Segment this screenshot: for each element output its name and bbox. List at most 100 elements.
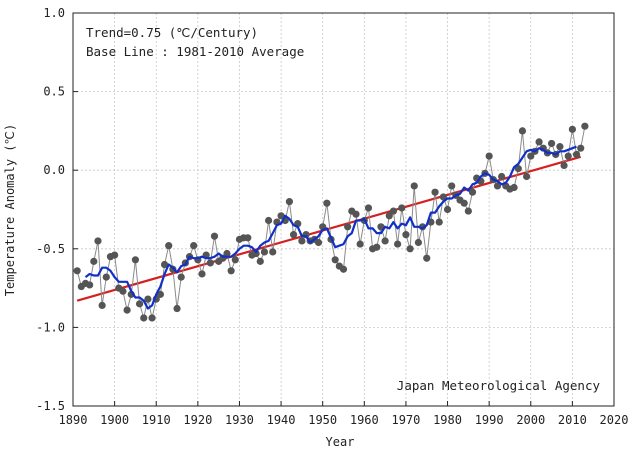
plot-frame [72, 12, 615, 407]
annual-point [344, 223, 352, 231]
annual-point [398, 204, 406, 212]
annual-point [244, 234, 252, 242]
annual-point [547, 139, 556, 148]
annual-point [572, 150, 581, 159]
annual-point [564, 152, 572, 160]
annual-point [493, 182, 502, 190]
annual-point [356, 240, 364, 248]
annual-point [423, 254, 431, 262]
annual-point [323, 199, 331, 207]
annual-point [560, 161, 568, 170]
annual-point [485, 152, 493, 160]
annual-point [177, 273, 185, 281]
annual-point [102, 273, 110, 281]
y-tick-label: -1.0 [36, 320, 65, 334]
annual-point [431, 188, 439, 196]
x-tick-label: 1990 [475, 413, 504, 427]
annual-point [352, 210, 360, 218]
x-axis-title: Year [326, 435, 355, 449]
trend-annotation: Trend=0.75 (℃/Century) [86, 25, 258, 40]
x-tick-label: 1920 [183, 413, 212, 427]
annual-point [402, 231, 410, 239]
annual-point [252, 249, 260, 258]
y-tick-label: -1.5 [36, 399, 65, 413]
baseline-annotation: Base Line : 1981-2010 Average [86, 44, 304, 59]
x-tick-label: 1930 [225, 413, 254, 427]
x-tick-label: 1900 [100, 413, 129, 427]
annual-point [111, 251, 119, 259]
annual-point [227, 267, 235, 275]
annual-point [90, 257, 98, 265]
x-tick-label: 1940 [267, 413, 296, 427]
annual-point [514, 165, 522, 173]
annual-point [135, 300, 144, 308]
annual-point [165, 242, 173, 250]
y-tick-label: 1.0 [43, 6, 65, 20]
annual-point [156, 290, 164, 298]
annual-point [535, 138, 543, 146]
annual-point [510, 183, 518, 192]
x-tick-label: 1910 [142, 413, 171, 427]
annual-point [414, 238, 423, 247]
annual-point [448, 182, 456, 190]
annual-point [73, 267, 81, 275]
annual-point [148, 314, 156, 322]
annual-point [314, 238, 323, 247]
trend-line [76, 155, 582, 302]
annual-point [210, 232, 219, 240]
annual-point [568, 125, 576, 133]
annual-point [523, 172, 531, 181]
annual-point [381, 237, 389, 245]
annual-point [131, 256, 140, 264]
y-axis-title: Temperature Anomaly (℃) [3, 124, 17, 296]
annual-point [160, 260, 169, 269]
annual-point [331, 256, 339, 264]
annual-point [435, 218, 443, 226]
y-tick-label: -0.5 [36, 242, 65, 256]
annual-point [577, 144, 585, 152]
x-tick-label: 1890 [59, 413, 88, 427]
annual-point [464, 207, 472, 215]
annual-point [173, 304, 181, 313]
annual-point [98, 301, 106, 309]
annual-point [231, 256, 239, 264]
annual-point [206, 259, 214, 267]
smoothed-line [84, 145, 577, 310]
source-annotation: Japan Meteorological Agency [397, 378, 601, 393]
annual-point [364, 204, 373, 212]
smoothed-series [84, 145, 577, 310]
annual-point [373, 243, 381, 251]
annual-point [140, 314, 148, 322]
annual-point [385, 212, 393, 220]
annual-point [144, 295, 152, 303]
annual-point [443, 205, 452, 214]
annual-point [527, 152, 535, 160]
annual-point [518, 127, 527, 135]
trend-layer [76, 155, 582, 302]
annual-point [198, 270, 206, 278]
annual-point [260, 248, 269, 256]
annual-point [468, 188, 477, 196]
axis-ticks: 1890 1900 1910 1920 1930 1940 1950 1960 1970 1980… [36, 6, 628, 427]
x-tick-label: 1960 [350, 413, 379, 427]
annual-point [123, 306, 131, 314]
y-tick-label: 0.5 [43, 85, 65, 99]
annual-point [410, 182, 418, 190]
annual-point [86, 281, 94, 289]
annual-point [298, 237, 306, 245]
annual-point [406, 245, 414, 253]
annual-point [439, 193, 447, 201]
annual-point [556, 143, 564, 151]
annual-point [289, 231, 298, 239]
annual-point [264, 216, 273, 225]
x-tick-label: 2010 [558, 413, 587, 427]
annual-point [223, 249, 231, 258]
grid-lines [73, 13, 614, 406]
x-tick-label: 1970 [391, 413, 420, 427]
annual-line [76, 126, 586, 319]
x-tick-label: 2000 [516, 413, 545, 427]
annual-point [256, 257, 264, 265]
annual-series [73, 122, 589, 322]
annual-point [269, 248, 277, 256]
